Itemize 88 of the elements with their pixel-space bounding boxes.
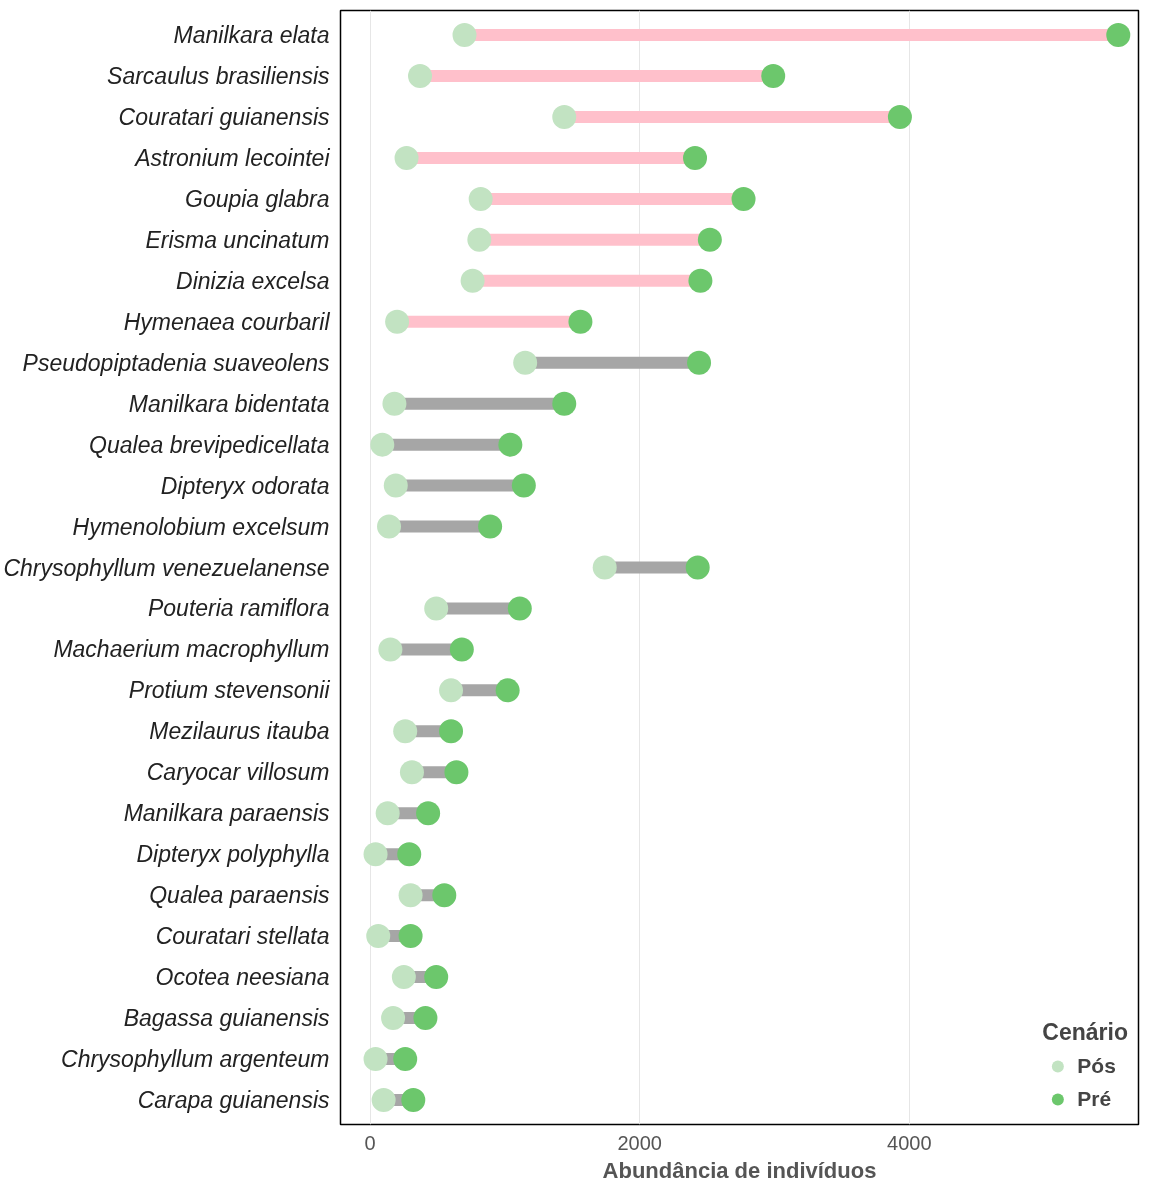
y-tick-label: Manilkara bidentata (128, 390, 330, 417)
point (371, 1087, 396, 1112)
point (439, 719, 464, 744)
y-tick-label: Mezilaurus itauba (149, 718, 330, 745)
point (397, 842, 422, 867)
y-tick-label: Protium stevensonii (128, 677, 331, 704)
y-tick-label: Erisma uncinatum (145, 226, 330, 253)
y-tick-label: Caryocar villosum (146, 759, 330, 786)
y-tick-label: Carapa guianensis (137, 1086, 330, 1113)
y-tick-label: Hymenaea courbaril (123, 308, 331, 335)
y-tick-label: Ocotea neesiana (155, 964, 330, 991)
y-tick-label: Chrysophyllum venezuelanense (3, 554, 330, 581)
point (416, 801, 441, 826)
x-tick-label: 0 (364, 1131, 376, 1154)
y-tick-label: Bagassa guianensis (123, 1005, 330, 1032)
point (697, 227, 722, 252)
y-tick-label: Astronium lecointei (133, 144, 331, 171)
y-tick-label: Dipteryx odorata (160, 472, 330, 499)
point (381, 1006, 406, 1030)
x-tick-label: 2000 (617, 1131, 662, 1154)
point (568, 309, 593, 334)
point (467, 227, 492, 252)
point (378, 637, 403, 662)
point (393, 719, 418, 744)
point (761, 64, 786, 89)
y-tick-label: Manilkara paraensis (123, 800, 330, 827)
y-tick-label: Dipteryx polyphylla (136, 841, 330, 868)
legend-label: Pré (1077, 1087, 1112, 1111)
point (398, 883, 423, 908)
point (385, 309, 410, 334)
point (432, 883, 457, 908)
point (439, 678, 464, 703)
point (478, 514, 503, 539)
point (687, 350, 712, 375)
legend-label: Pós (1077, 1054, 1116, 1078)
x-axis-title: Abundância de indivíduos (602, 1157, 877, 1183)
point (460, 268, 485, 293)
point (366, 924, 391, 949)
point (413, 1006, 438, 1030)
y-tick-label: Dinizia excelsa (176, 267, 330, 294)
point (498, 432, 523, 457)
point (468, 186, 493, 211)
point (1106, 23, 1131, 48)
y-tick-label: Machaerium macrophyllum (53, 636, 330, 663)
point (375, 801, 400, 826)
point (424, 965, 449, 990)
y-tick-label: Manilkara elata (173, 22, 330, 49)
point (393, 1046, 418, 1071)
y-tick-label: Hymenolobium excelsum (72, 513, 330, 540)
y-tick-label: Couratari guianensis (118, 103, 330, 130)
y-tick-label: Pseudopiptadenia suaveolens (22, 349, 330, 376)
y-tick-label: Goupia glabra (185, 185, 330, 212)
point (394, 145, 419, 170)
point (683, 145, 708, 170)
point (398, 924, 423, 949)
point (511, 473, 536, 498)
point (391, 965, 416, 990)
point (507, 596, 532, 621)
point (401, 1087, 426, 1112)
point (688, 268, 713, 293)
point (424, 596, 449, 621)
point (552, 105, 577, 129)
point (363, 1046, 388, 1071)
point (552, 391, 577, 416)
point (382, 391, 407, 416)
point (444, 760, 469, 785)
y-tick-label: Sarcaulus brasiliensis (107, 63, 330, 90)
y-tick-label: Qualea paraensis (149, 882, 330, 909)
y-tick-label: Qualea brevipedicellata (89, 431, 330, 458)
point (495, 678, 520, 703)
point (363, 842, 388, 867)
y-tick-label: Chrysophyllum argenteum (61, 1045, 330, 1072)
point (383, 473, 408, 498)
point (731, 186, 756, 211)
y-tick-label: Couratari stellata (155, 923, 330, 950)
point (399, 760, 424, 785)
point (513, 350, 538, 375)
point (408, 64, 433, 89)
point (452, 23, 477, 48)
x-tick-label: 4000 (887, 1131, 932, 1154)
legend-title: Cenário (1042, 1019, 1128, 1046)
point (370, 432, 395, 457)
point (449, 637, 474, 662)
point (887, 105, 912, 129)
point (377, 514, 402, 539)
point (592, 555, 617, 580)
y-tick-label: Pouteria ramiflora (147, 595, 330, 622)
point (685, 555, 710, 580)
